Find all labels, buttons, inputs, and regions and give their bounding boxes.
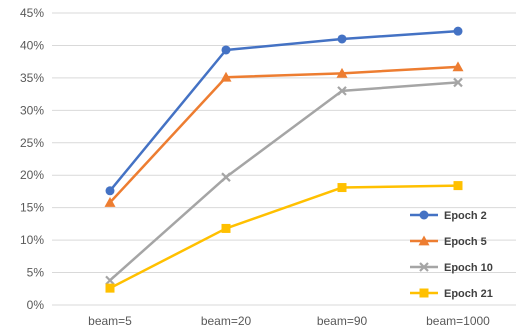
data-point (221, 172, 231, 182)
y-tick-label: 5% (27, 266, 45, 280)
y-tick-label: 25% (20, 136, 44, 150)
legend-item: Epoch 5 (410, 235, 487, 248)
x-tick-label: beam=20 (201, 314, 252, 328)
data-point (221, 223, 231, 233)
series-epoch-2 (105, 26, 463, 196)
legend-label: Epoch 2 (444, 210, 487, 222)
x-tick-label: beam=1000 (426, 314, 490, 328)
data-point (105, 275, 115, 286)
legend-item: Epoch 10 (410, 262, 493, 274)
legend-label: Epoch 10 (444, 262, 493, 274)
series-lines (104, 26, 464, 293)
y-tick-label: 30% (20, 103, 44, 117)
x-tick-label: beam=90 (317, 314, 368, 328)
legend-marker (419, 262, 429, 272)
data-point (453, 26, 463, 36)
series-line (109, 29, 459, 192)
y-tick-label: 10% (20, 233, 44, 247)
data-point (337, 34, 347, 44)
data-point (105, 186, 115, 196)
y-tick-label: 0% (27, 298, 45, 312)
series-line (109, 184, 459, 290)
y-axis-ticks: 0% 5% 10% 15% 20% 25% 30% 35% 40% 45% (20, 6, 44, 312)
data-point (453, 181, 463, 191)
x-tick-label: beam=5 (88, 314, 132, 328)
data-point (105, 283, 115, 293)
data-point (452, 61, 464, 72)
x-axis-ticks: beam=5 beam=20 beam=90 beam=1000 (88, 314, 490, 328)
y-tick-label: 40% (20, 38, 44, 52)
y-tick-label: 35% (20, 71, 44, 85)
series-line (109, 65, 459, 204)
data-point (336, 67, 348, 78)
data-point (220, 71, 232, 82)
data-point (453, 77, 463, 88)
data-point (104, 196, 116, 207)
series-line (109, 81, 459, 282)
data-point (337, 183, 347, 193)
legend-marker (419, 288, 429, 298)
legend-label: Epoch 21 (444, 288, 493, 300)
series-epoch-21 (105, 181, 463, 293)
data-point (337, 86, 347, 96)
legend: Epoch 2 Epoch 5 Epoch 10 Epoch 21 (410, 210, 493, 300)
legend-item: Epoch 21 (410, 288, 493, 300)
y-tick-label: 20% (20, 168, 44, 182)
series-epoch-5 (104, 61, 464, 207)
legend-marker (419, 210, 429, 220)
legend-item: Epoch 2 (410, 210, 487, 222)
y-tick-label: 45% (20, 6, 44, 20)
legend-label: Epoch 5 (444, 236, 487, 248)
y-tick-label: 15% (20, 201, 44, 215)
legend-marker (418, 235, 430, 246)
data-point (221, 45, 231, 55)
series-epoch-10 (105, 77, 463, 286)
